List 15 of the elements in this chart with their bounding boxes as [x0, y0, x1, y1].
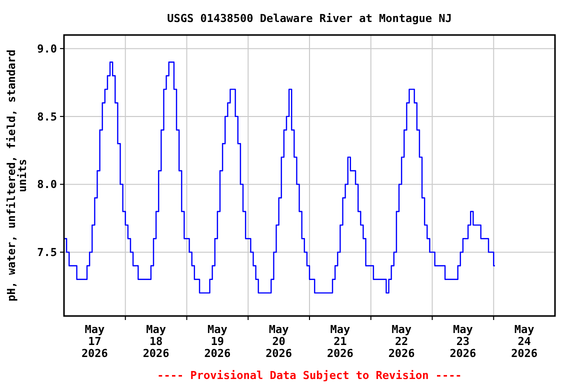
x-tick-label: May 18 2026: [142, 323, 170, 360]
x-tick-label: May 23 2026: [450, 323, 477, 360]
y-tick-label: 9.0: [37, 42, 57, 56]
x-tick-label: May 21 2026: [326, 323, 354, 360]
text: ---- Provisional Data Subject to Revision ----: [157, 369, 462, 382]
x-tick-label: May 19 2026: [204, 323, 232, 360]
x-tick-label: May 20 2026: [266, 323, 292, 360]
y-tick-label: 8.0: [37, 178, 57, 192]
x-tick-label: May 17 2026: [81, 323, 108, 360]
x-tick-label: May 24 2026: [511, 323, 538, 360]
y-tick-label: 7.5: [37, 246, 57, 260]
y-tick-label: 8.5: [37, 110, 57, 124]
chart-title: USGS 01438500 Delaware River at Montague NJ: [167, 12, 452, 25]
x-tick-label: May 22 2026: [388, 323, 416, 360]
y-axis-title: pH, water, unfiltered, field, standard units: [5, 50, 29, 302]
